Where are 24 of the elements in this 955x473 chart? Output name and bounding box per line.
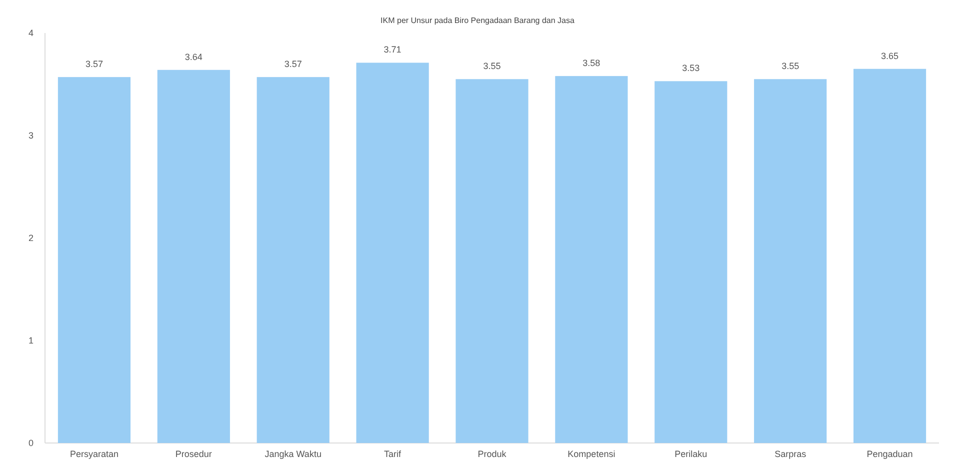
y-tick-label: 0	[28, 438, 34, 448]
x-tick-label: Sarpras	[774, 449, 807, 459]
x-tick-label: Tarif	[384, 449, 402, 459]
data-label: 3.57	[284, 59, 302, 70]
chart-subtitle: IKM per Unsur pada Biro Pengadaan Barang dan Jasa	[380, 16, 575, 25]
x-tick-label: Produk	[478, 449, 507, 459]
x-tick-label: Kompetensi	[568, 449, 616, 459]
data-label: 3.55	[483, 61, 501, 72]
data-label: 3.71	[384, 44, 402, 55]
y-tick-label: 2	[28, 232, 34, 243]
data-label: 3.64	[184, 52, 202, 62]
data-label: 3.58	[582, 58, 600, 68]
y-tick-label: 4	[28, 28, 34, 38]
y-tick-label: 1	[28, 335, 34, 346]
x-tick-label: Prosedur	[175, 449, 212, 459]
data-label: 3.55	[782, 61, 800, 72]
y-tick-label: 3	[28, 130, 34, 140]
x-tick-label: Jangka Waktu	[264, 449, 322, 459]
x-tick-label: Persyaratan	[70, 449, 118, 459]
x-tick-label: Perilaku	[674, 449, 708, 459]
x-tick-label: Pengaduan	[866, 449, 913, 459]
data-label: 3.57	[85, 59, 103, 70]
data-label: 3.65	[881, 50, 899, 61]
data-label: 3.53	[682, 63, 700, 74]
